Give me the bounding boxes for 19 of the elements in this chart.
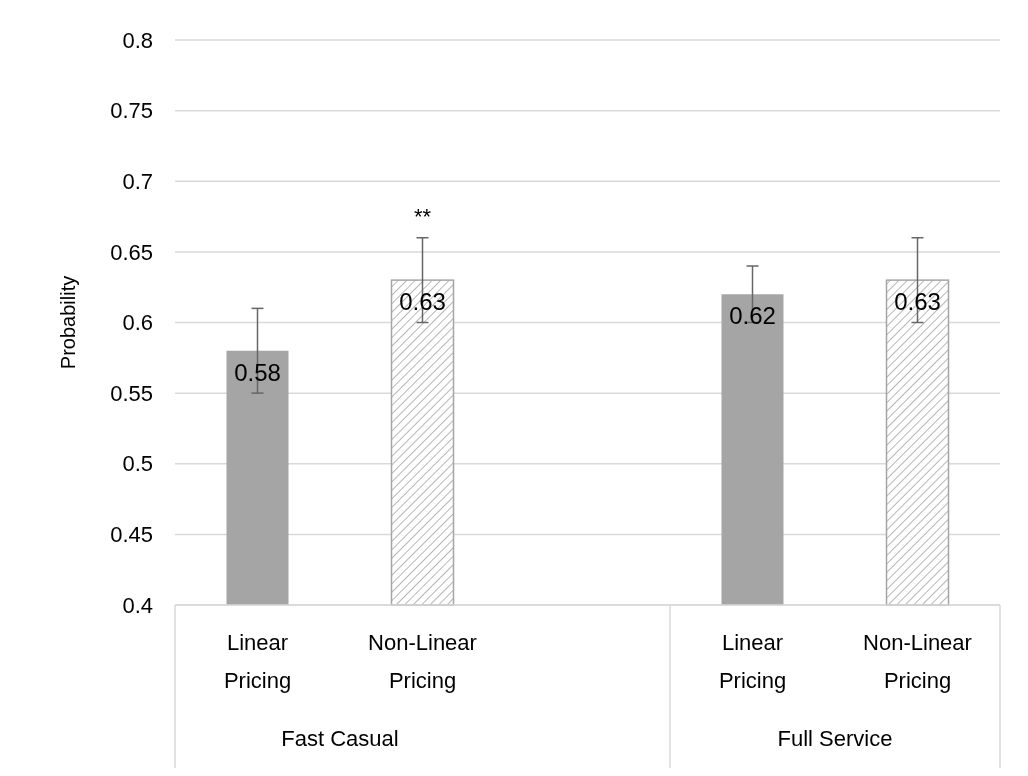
text: Full Service xyxy=(777,726,893,751)
y-tick-label: 0.5 xyxy=(122,451,153,477)
y-tick-label: 0.75 xyxy=(110,98,153,124)
x-tick-label: Non-Linear Pricing xyxy=(863,630,972,693)
y-tick-label: 0.45 xyxy=(110,522,153,548)
y-tick-label: 0.65 xyxy=(110,239,153,265)
x-tick-label: Linear Pricing xyxy=(718,630,787,693)
y-tick-label: 0.4 xyxy=(122,592,153,618)
data-label: 0.62 xyxy=(729,302,776,330)
data-label: 0.58 xyxy=(234,358,281,386)
x-tick-label: Linear Pricing xyxy=(223,630,292,693)
y-tick-label: 0.8 xyxy=(122,27,153,53)
text: Fast Casual xyxy=(281,726,399,751)
y-tick-label: 0.55 xyxy=(110,380,153,406)
y-tick-label: 0.6 xyxy=(122,310,153,336)
annotation: ** xyxy=(413,203,432,229)
y-axis-title: Probability xyxy=(57,275,79,370)
y-tick-label: 0.7 xyxy=(122,168,153,194)
x-tick-label: Non-Linear Pricing xyxy=(368,630,477,693)
